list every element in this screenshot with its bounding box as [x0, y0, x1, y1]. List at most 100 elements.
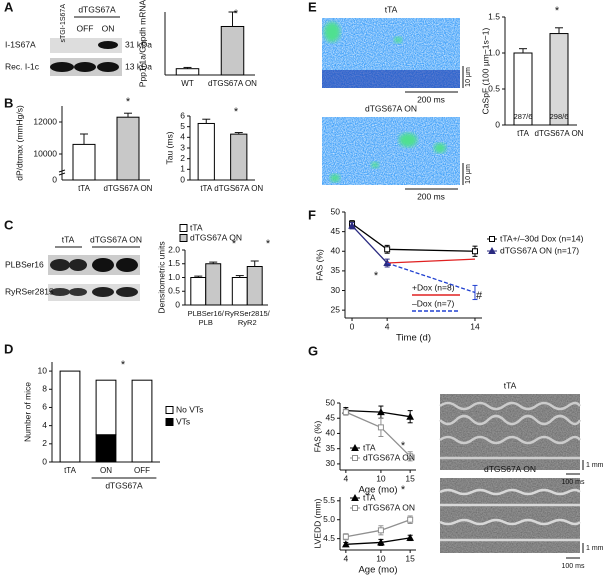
y-axis-label: Ppp1r1a/Gapdh mRNA — [137, 0, 147, 87]
bar-segment — [95, 379, 117, 436]
x-tick-label: dTGS67A ON — [104, 184, 153, 193]
size-label: 13 kDa — [125, 61, 152, 71]
legend-label: –Dox (n=7) — [412, 298, 454, 308]
lane-label: ON — [102, 23, 115, 33]
y-tick-label: 2.0 — [168, 244, 180, 254]
y-axis-label: dP/dtmax (mmHg/s) — [14, 105, 24, 181]
legend-swatch — [165, 406, 174, 414]
bar — [230, 133, 248, 181]
y-tick-label: 5 — [180, 121, 185, 131]
lane-label: dTGS67A ON — [90, 234, 142, 244]
annotation: * — [374, 270, 379, 282]
y-tick-label: 45 — [331, 226, 341, 236]
x-tick-label: 4 — [343, 553, 348, 563]
y-tick-label: 40 — [326, 428, 336, 438]
y-tick-label: 2 — [180, 153, 185, 163]
y-tick-label: 4 — [42, 420, 47, 430]
bar — [231, 277, 248, 306]
bar — [175, 68, 200, 76]
x-tick-label: dTGS67A ON — [535, 129, 584, 138]
lane-label: OFF — [77, 23, 94, 33]
x-tick-label: PLB — [199, 318, 213, 327]
panel-letter: G — [308, 343, 318, 358]
y-tick-label: 35 — [331, 265, 341, 275]
y-axis-label: Densitometric units — [156, 241, 166, 313]
axis-break — [58, 172, 66, 176]
group-label: dTGS67A — [105, 480, 143, 490]
y-tick-label: 12000 — [33, 116, 57, 126]
bar — [197, 122, 215, 181]
panel-letter: A — [4, 0, 14, 14]
scale-label: 1 mm — [586, 545, 604, 552]
y-tick-label: 6 — [180, 110, 185, 120]
y-tick-label: 0 — [495, 119, 500, 129]
legend-label: tTA — [363, 442, 376, 452]
series-line — [386, 262, 476, 294]
image-title: tTA — [504, 380, 517, 390]
size-label: 31 kDa — [125, 39, 152, 49]
point — [406, 412, 414, 420]
legend-marker — [352, 455, 358, 461]
y-tick-label: 0 — [42, 456, 47, 466]
y-tick-label: 30 — [331, 285, 341, 295]
legend-label: No VTs — [176, 404, 203, 414]
y-tick-label: 0.5 — [488, 83, 500, 93]
bar — [72, 143, 96, 181]
x-tick-label: WT — [181, 79, 194, 88]
x-tick-label: RyR2 — [238, 318, 257, 327]
y-axis-label: Number of mice — [22, 382, 32, 442]
x-tick-label: 15 — [405, 473, 415, 483]
bar-segment — [95, 434, 117, 463]
y-tick-label: 1.5 — [168, 258, 180, 268]
x-tick-label: OFF — [134, 466, 150, 475]
y-tick-label: 1.0 — [488, 47, 500, 57]
x-tick-label: 4 — [343, 473, 348, 483]
scale-label: 100 ms — [562, 479, 585, 486]
legend-label: +Dox (n=8) — [412, 282, 455, 292]
y-tick-label: 4.5 — [323, 533, 335, 543]
point — [407, 516, 414, 523]
panel-letter: D — [4, 341, 13, 356]
x-tick-label: tTA — [78, 184, 91, 193]
scale-label: 200 ms — [417, 94, 445, 104]
panel-letter: C — [4, 217, 14, 232]
annotation: * — [401, 484, 406, 496]
y-tick-label: 4 — [180, 132, 185, 142]
legend-label: dTGS67A ON — [363, 452, 415, 462]
lane-label: dTGS67A — [78, 4, 116, 14]
y-axis-label: FAS (%) — [314, 249, 324, 281]
y-tick-label: 2 — [42, 438, 47, 448]
x-tick-label: tTA — [517, 129, 530, 138]
y-axis-label: Tau (ms) — [164, 131, 174, 164]
x-tick-label: 14 — [470, 321, 480, 331]
image-title: dTGS67A ON — [365, 103, 417, 113]
y-tick-label: 8 — [42, 384, 47, 394]
x-tick-label: 10 — [376, 473, 386, 483]
y-tick-label: 6 — [42, 402, 47, 412]
y-axis-label: LVEDD (mm) — [312, 498, 322, 548]
series-line — [351, 225, 388, 264]
y-axis-label: FAS (%) — [312, 421, 322, 453]
bar-note: 298/6 — [550, 112, 569, 121]
y-tick-label: 1 — [180, 164, 185, 174]
legend-label: tTA — [363, 492, 376, 502]
figure-labels: A B C D E F G sTGI-1S67A dTGS67A OFF ON … — [4, 0, 604, 570]
annotation: * — [126, 96, 131, 108]
echo-images — [439, 394, 584, 559]
y-tick-label: 5.0 — [323, 514, 335, 524]
x-tick-label: 15 — [405, 553, 415, 563]
x-axis-label: Time (d) — [396, 333, 431, 344]
point — [377, 538, 385, 546]
y-tick-label: 0 — [180, 174, 185, 184]
annotation: * — [234, 106, 239, 118]
bar-segment — [59, 370, 81, 463]
point — [342, 540, 350, 548]
y-tick-label: 45 — [326, 412, 336, 422]
legend-label: dTGS67A ON — [363, 502, 415, 512]
scale-label: 200 ms — [417, 191, 445, 201]
blot-c — [48, 246, 140, 301]
y-tick-label: 10000 — [33, 148, 57, 158]
point — [377, 424, 384, 431]
y-tick-label: 30 — [326, 458, 336, 468]
